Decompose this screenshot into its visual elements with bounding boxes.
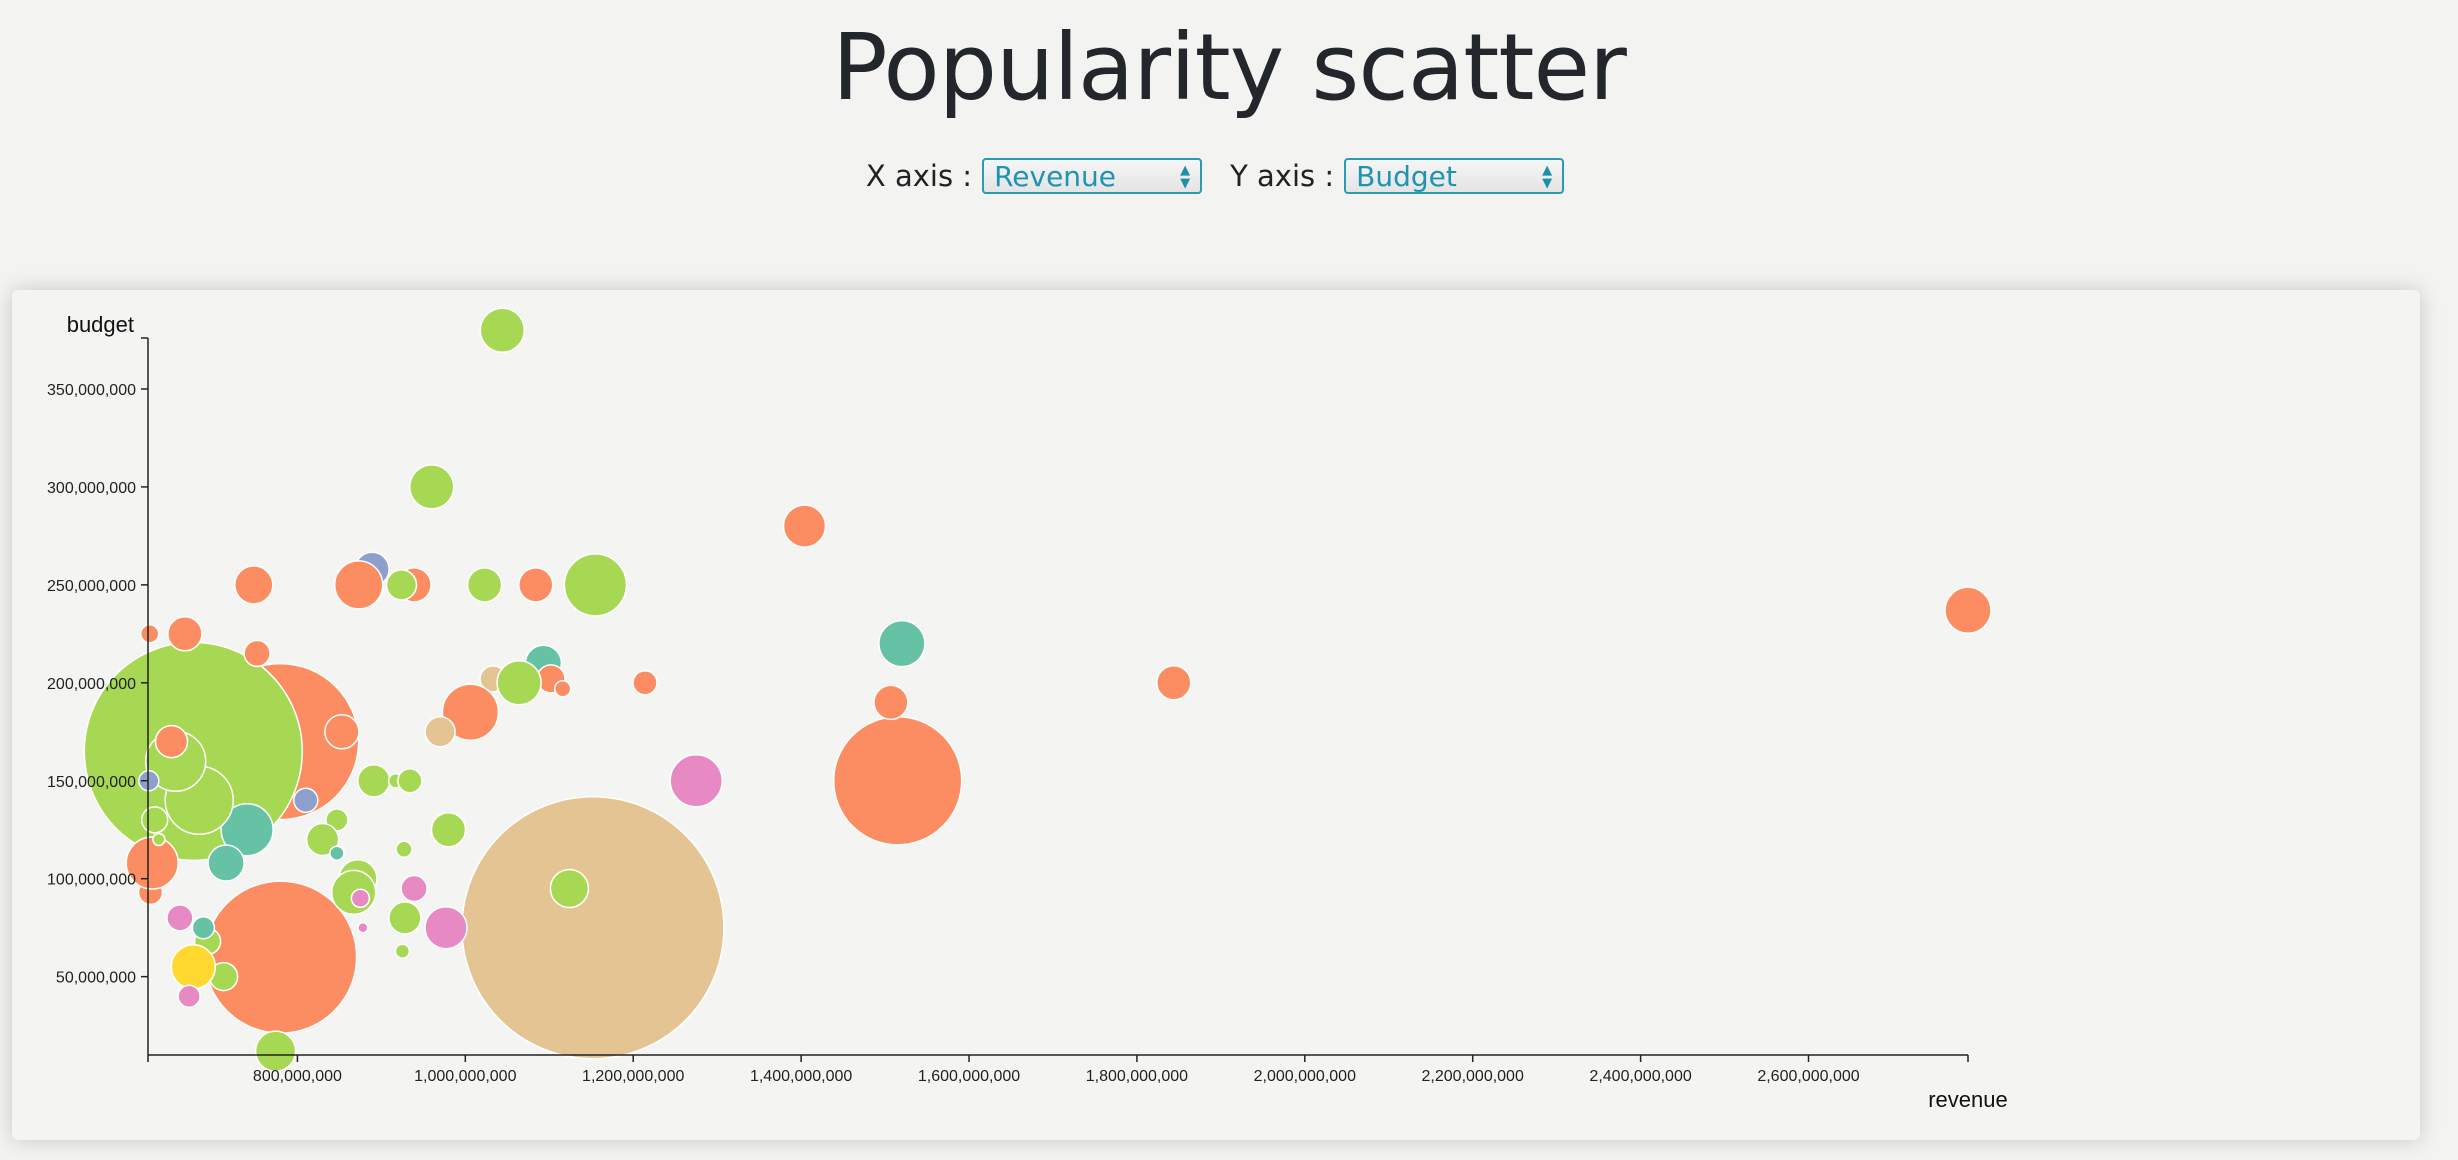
axis-controls: X axis : Revenue ▲ ▼ Y axis : Budget ▲ ▼: [0, 158, 2458, 194]
x-axis-select[interactable]: Revenue ▲ ▼: [982, 158, 1203, 194]
scatter-point[interactable]: [207, 844, 245, 882]
scatter-point[interactable]: [170, 944, 217, 990]
y-tick-label: 150,000,000: [47, 774, 136, 791]
scatter-point[interactable]: [254, 1030, 297, 1072]
scatter-point[interactable]: [166, 904, 194, 932]
scatter-point[interactable]: [424, 716, 456, 748]
x-tick-label: 1,600,000,000: [918, 1068, 1020, 1085]
scatter-point[interactable]: [388, 901, 422, 935]
scatter-point[interactable]: [466, 567, 503, 603]
scatter-point[interactable]: [324, 714, 360, 750]
scatter-chart: 800,000,000 1,000,000,000 1,200,000,000 1,4…: [47, 307, 2008, 1112]
scatter-point[interactable]: [873, 684, 909, 721]
y-axis-select[interactable]: Budget ▲ ▼: [1344, 158, 1565, 194]
scatter-point[interactable]: [167, 616, 203, 652]
select-arrows-icon: ▲ ▼: [1180, 163, 1191, 191]
scatter-point[interactable]: [1156, 665, 1192, 701]
scatter-point[interactable]: [395, 840, 413, 859]
x-tick-label: 2,400,000,000: [1589, 1068, 1691, 1085]
x-tick-label: 800,000,000: [253, 1068, 342, 1085]
scatter-point[interactable]: [563, 553, 628, 617]
scatter-point[interactable]: [479, 307, 526, 353]
y-tick-label: 200,000,000: [47, 676, 136, 693]
x-axis-title: revenue: [1928, 1087, 2008, 1112]
y-axis-title: budget: [67, 312, 134, 337]
scatter-point[interactable]: [154, 724, 189, 759]
scatter-point[interactable]: [293, 787, 319, 814]
scatter-point[interactable]: [243, 639, 271, 668]
scatter-point[interactable]: [203, 880, 358, 1034]
scatter-point[interactable]: [220, 802, 274, 857]
y-tick-label: 250,000,000: [47, 578, 136, 595]
scatter-point[interactable]: [305, 822, 340, 857]
scatter-point[interactable]: [424, 905, 468, 950]
scatter-point[interactable]: [832, 716, 963, 846]
scatter-point[interactable]: [878, 619, 926, 668]
page-title: Popularity scatter: [832, 14, 1627, 121]
y-tick-label: 300,000,000: [47, 480, 136, 497]
scatter-point[interactable]: [632, 670, 658, 696]
y-axis-label: Y axis :: [1230, 159, 1335, 193]
x-tick-label: 1,200,000,000: [582, 1068, 684, 1085]
scatter-point[interactable]: [669, 754, 723, 808]
scatter-point[interactable]: [138, 770, 160, 792]
scatter-point[interactable]: [140, 806, 169, 834]
scatter-point[interactable]: [400, 874, 428, 903]
scatter-point[interactable]: [177, 984, 201, 1008]
x-axis-select-value: Revenue: [994, 160, 1117, 193]
scatter-point[interactable]: [430, 811, 467, 848]
axes: 800,000,000 1,000,000,000 1,200,000,000 1,4…: [47, 312, 2008, 1112]
scatter-point[interactable]: [357, 764, 391, 798]
x-tick-label: 2,000,000,000: [1254, 1068, 1356, 1085]
scatter-point[interactable]: [553, 679, 572, 698]
x-axis-label: X axis :: [865, 159, 973, 193]
scatter-point[interactable]: [329, 845, 345, 861]
x-tick-label: 2,200,000,000: [1422, 1068, 1524, 1085]
select-arrows-icon: ▲ ▼: [1542, 163, 1553, 191]
scatter-point[interactable]: [139, 624, 160, 644]
scatter-point[interactable]: [496, 660, 542, 706]
x-tick-label: 1,000,000,000: [414, 1068, 516, 1085]
scatter-point[interactable]: [782, 504, 827, 548]
y-tick-label: 50,000,000: [56, 970, 136, 987]
scatter-point[interactable]: [518, 567, 554, 603]
scatter-point[interactable]: [385, 569, 418, 601]
scatter-point[interactable]: [397, 768, 423, 794]
scatter-point[interactable]: [152, 832, 166, 847]
chart-panel: 800,000,000 1,000,000,000 1,200,000,000 1,4…: [12, 290, 2420, 1140]
x-tick-label: 2,600,000,000: [1757, 1068, 1859, 1085]
scatter-point[interactable]: [441, 683, 500, 741]
scatter-point[interactable]: [461, 795, 725, 1060]
scatter-point[interactable]: [125, 836, 179, 890]
scatter-point[interactable]: [549, 868, 590, 909]
scatter-point[interactable]: [191, 915, 216, 940]
scatter-point[interactable]: [333, 560, 384, 610]
y-tick-label: 350,000,000: [47, 382, 136, 399]
y-axis-select-value: Budget: [1356, 160, 1457, 193]
scatter-point[interactable]: [357, 921, 369, 934]
y-tick-label: 100,000,000: [47, 872, 136, 889]
scatter-point[interactable]: [350, 888, 371, 909]
x-tick-label: 1,800,000,000: [1086, 1068, 1188, 1085]
scatter-point[interactable]: [1944, 586, 1992, 635]
scatter-point[interactable]: [394, 943, 411, 959]
scatter-point[interactable]: [234, 565, 274, 605]
x-tick-label: 1,400,000,000: [750, 1068, 852, 1085]
scatter-point[interactable]: [408, 464, 455, 510]
scatter-points: [83, 307, 1992, 1072]
